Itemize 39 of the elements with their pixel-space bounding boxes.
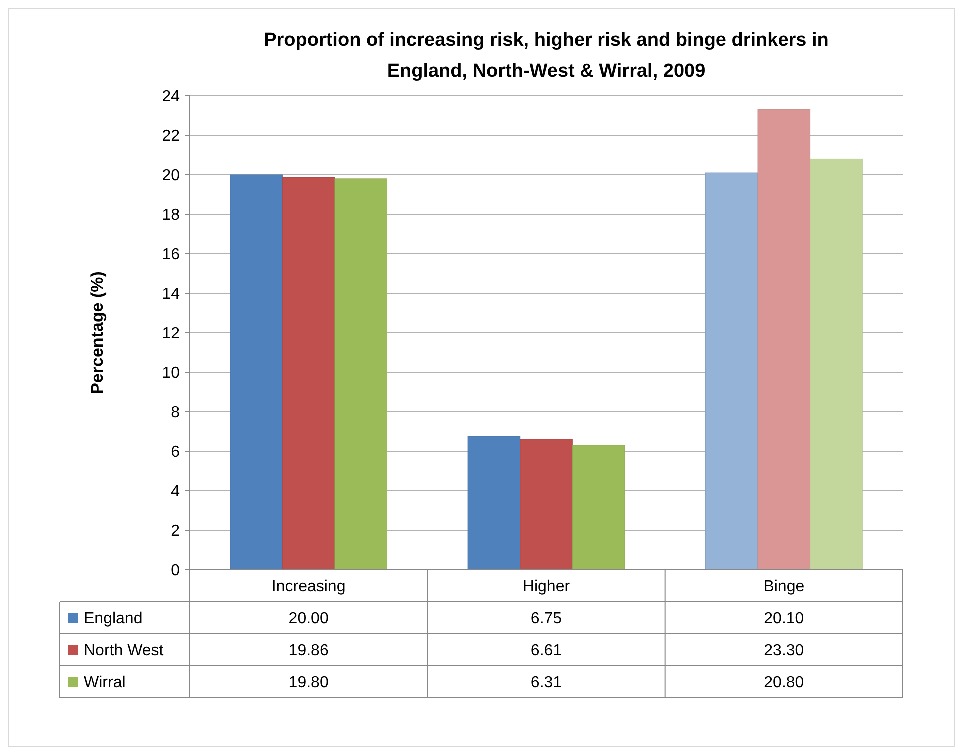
bar [705,172,758,570]
bar [282,178,336,570]
bar [758,110,811,570]
data-label: 6.31 [530,674,562,692]
bar [468,436,521,570]
bar [810,158,863,570]
y-tick-label: 6 [171,444,180,462]
y-tick-label: 18 [162,207,180,224]
y-tick-label: 24 [162,88,180,106]
data-label: 19.86 [288,642,329,660]
legend-label: North West [84,642,164,660]
legend-label: England [84,610,143,628]
y-tick-label: 22 [162,128,180,146]
data-label: 20.10 [764,610,804,628]
y-tick-label: 8 [171,404,180,422]
y-tick-label: 14 [162,286,180,304]
data-label: 19.80 [288,674,329,692]
chart-title: Proportion of increasing risk, higher risk and binge drinkers in England, North-West & Wirral, 2009 [264,30,829,82]
x-tick-label: Higher [522,578,571,596]
y-tick-label: 4 [171,484,180,501]
x-tick-label: Increasing [272,578,346,596]
bar [334,178,388,570]
data-label: 6.75 [530,610,562,628]
data-label: 20.00 [288,610,329,628]
y-tick-label: 20 [162,168,180,185]
legend-label: Wirral [84,674,126,692]
data-label: 23.30 [764,642,804,660]
bar [230,174,283,570]
y-tick-label: 2 [171,523,180,540]
bar [520,439,573,570]
y-axis-title: Percentage (%) [88,272,107,394]
data-label: 6.61 [530,642,562,660]
data-label: 20.80 [764,674,804,692]
y-tick-label: 10 [162,365,180,382]
y-tick-label: 16 [162,246,180,264]
x-tick-label: Binge [764,578,805,596]
bar [572,445,626,570]
y-tick-label: 0 [171,562,180,580]
y-tick-label: 12 [162,326,180,343]
